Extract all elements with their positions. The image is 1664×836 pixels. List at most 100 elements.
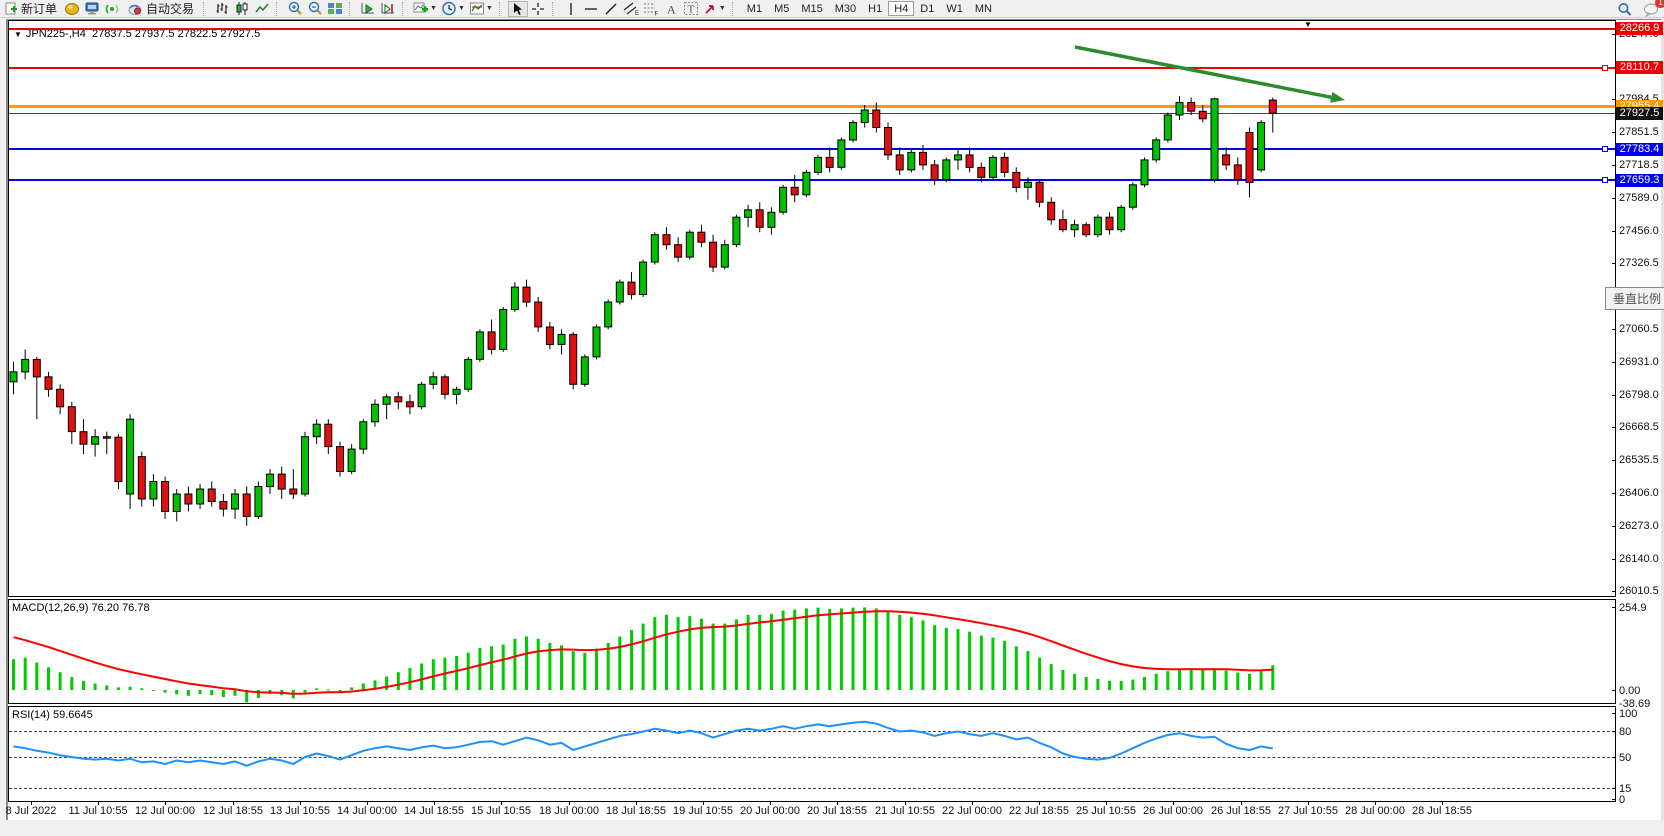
timeframe-M5[interactable]: M5 bbox=[774, 2, 790, 15]
price-tick-label: 27326.5 bbox=[1619, 257, 1659, 269]
price-tick-dash bbox=[1612, 394, 1616, 396]
horizontal-line-object[interactable] bbox=[9, 104, 1615, 108]
line-handle[interactable] bbox=[1602, 146, 1608, 153]
text-label-button[interactable]: T bbox=[681, 1, 701, 17]
auto-scroll-icon bbox=[360, 1, 376, 16]
text-icon: A bbox=[664, 2, 678, 16]
auto-trading-label: 自动交易 bbox=[146, 2, 195, 16]
rsi-level-line bbox=[9, 730, 1615, 732]
time-label: 26 Jul 18:55 bbox=[1211, 805, 1271, 817]
time-tick bbox=[1308, 801, 1309, 805]
horizontal-line-button[interactable] bbox=[581, 1, 601, 17]
tile-windows-button[interactable] bbox=[325, 1, 345, 17]
chat-button[interactable]: 1 bbox=[1641, 0, 1664, 17]
price-tick-label: 27060.5 bbox=[1619, 323, 1659, 336]
line-chart-button[interactable] bbox=[252, 1, 272, 17]
charts-button[interactable] bbox=[62, 1, 82, 17]
timeframe-M1[interactable]: M1 bbox=[746, 2, 763, 15]
time-tick bbox=[501, 801, 502, 805]
chart-shift-marker[interactable]: ▼ bbox=[1304, 20, 1312, 29]
timeframe-H1[interactable]: H1 bbox=[868, 2, 883, 15]
zoom-out-button[interactable] bbox=[305, 1, 325, 17]
vertical-scale-tooltip: 垂直比例 bbox=[1605, 287, 1664, 310]
horizontal-line-object[interactable] bbox=[9, 148, 1615, 151]
time-tick bbox=[31, 801, 32, 805]
chevron-down-icon: ▼ bbox=[485, 5, 493, 12]
timeframe-D1[interactable]: D1 bbox=[920, 2, 935, 15]
horizontal-line-object[interactable] bbox=[9, 27, 1615, 30]
vertical-line-icon bbox=[564, 2, 578, 16]
macd-tick-label: 0.00 bbox=[1619, 685, 1641, 697]
time-tick bbox=[905, 801, 906, 805]
search-icon bbox=[1617, 2, 1633, 17]
price-tick-dash bbox=[1612, 197, 1616, 199]
market-watch-button[interactable] bbox=[82, 1, 102, 17]
trendline-button[interactable] bbox=[601, 1, 621, 17]
price-tick-dash bbox=[1612, 33, 1616, 35]
price-badge: 27927.5 bbox=[1616, 106, 1663, 120]
line-handle[interactable] bbox=[1602, 177, 1608, 183]
rsi-tick-dash bbox=[1612, 730, 1616, 732]
timeframe-H4[interactable]: H4 bbox=[888, 1, 915, 17]
timeframe-MN[interactable]: MN bbox=[974, 2, 992, 15]
zoom-out-icon bbox=[307, 1, 323, 16]
search-button[interactable] bbox=[1615, 1, 1635, 17]
price-tick-dash bbox=[1612, 165, 1616, 167]
line-chart-icon bbox=[254, 1, 270, 16]
separator bbox=[551, 1, 559, 16]
cursor-button[interactable] bbox=[507, 0, 528, 17]
price-tick-dash bbox=[1612, 329, 1616, 331]
indicators-icon bbox=[413, 1, 429, 16]
cursor-icon bbox=[511, 2, 525, 16]
main-chart-panel[interactable] bbox=[8, 20, 1616, 597]
periods-button[interactable]: ▼ bbox=[439, 1, 467, 17]
zoom-in-button[interactable] bbox=[285, 1, 305, 17]
time-label: 14 Jul 00:00 bbox=[337, 805, 397, 817]
price-tick-label: 26798.0 bbox=[1619, 388, 1659, 401]
price-tick-label: 26140.0 bbox=[1619, 552, 1659, 565]
line-handle[interactable] bbox=[1602, 64, 1608, 71]
rsi-tick-label: 0 bbox=[1619, 794, 1626, 806]
price-tick-label: 27456.0 bbox=[1619, 224, 1659, 237]
price-tick-label: 27718.5 bbox=[1619, 159, 1659, 172]
bar-chart-button[interactable] bbox=[212, 1, 232, 17]
timeframe-M15[interactable]: M15 bbox=[801, 2, 823, 15]
vertical-line-button[interactable] bbox=[561, 1, 581, 17]
candlestick-button[interactable] bbox=[232, 1, 252, 17]
chart-shift-button[interactable] bbox=[378, 1, 398, 17]
time-tick bbox=[636, 801, 637, 805]
auto-scroll-button[interactable] bbox=[358, 1, 378, 17]
price-tick-dash bbox=[1612, 591, 1616, 593]
horizontal-line-object[interactable] bbox=[9, 179, 1615, 181]
time-label: 26 Jul 00:00 bbox=[1143, 805, 1203, 817]
price-tick-label: 26406.0 bbox=[1619, 486, 1659, 499]
templates-icon bbox=[469, 1, 485, 16]
equidistant-channel-button[interactable]: E bbox=[621, 1, 641, 17]
templates-button[interactable]: ▼ bbox=[467, 1, 495, 17]
horizontal-line-object[interactable] bbox=[9, 66, 1615, 69]
chat-badge: 1 bbox=[1655, 0, 1664, 8]
auto-trading-button[interactable]: 自动交易 bbox=[122, 1, 199, 17]
time-label: 20 Jul 18:55 bbox=[807, 805, 867, 817]
macd-name: MACD(12,26,9) bbox=[12, 602, 89, 614]
rsi-tick-label: 100 bbox=[1619, 708, 1638, 720]
indicators-button[interactable]: ▼ bbox=[411, 1, 439, 17]
timeframe-W1[interactable]: W1 bbox=[946, 2, 963, 15]
time-label: 21 Jul 10:55 bbox=[875, 805, 935, 817]
price-tick-dash bbox=[1612, 263, 1616, 264]
macd-panel[interactable] bbox=[8, 599, 1616, 704]
time-label: 20 Jul 00:00 bbox=[740, 805, 800, 817]
fibonacci-button[interactable]: F bbox=[641, 1, 661, 17]
price-badge: 27783.4 bbox=[1616, 142, 1663, 156]
new-order-button[interactable]: 新订单 bbox=[0, 1, 62, 17]
time-label: 18 Jul 18:55 bbox=[606, 805, 666, 817]
timeframe-M30[interactable]: M30 bbox=[834, 2, 857, 15]
text-button[interactable]: A bbox=[661, 1, 681, 17]
crosshair-button[interactable] bbox=[528, 1, 548, 17]
signal-button[interactable] bbox=[102, 1, 122, 17]
time-tick bbox=[98, 801, 99, 805]
time-tick bbox=[1106, 801, 1107, 805]
arrows-button[interactable]: ▼ bbox=[701, 1, 728, 17]
time-tick bbox=[367, 801, 368, 805]
horizontal-line-object[interactable] bbox=[9, 112, 1615, 114]
